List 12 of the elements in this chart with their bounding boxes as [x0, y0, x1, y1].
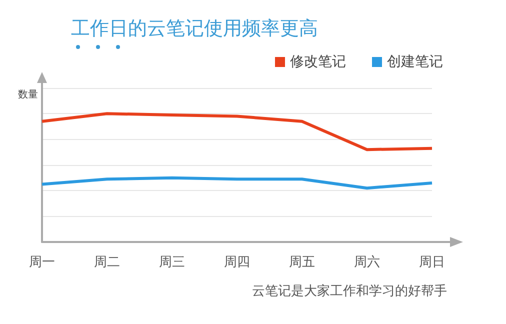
x-tick-label: 周日: [419, 255, 445, 270]
legend-label: 修改笔记: [290, 54, 346, 70]
x-tick-label: 周五: [289, 255, 315, 270]
legend-label: 创建笔记: [387, 54, 443, 70]
x-tick-label: 周六: [354, 255, 380, 270]
y-axis-title: 数量: [18, 90, 38, 100]
x-tick-label: 周三: [159, 255, 185, 270]
text: 云笔记是大家工作和学习的好帮手: [252, 283, 447, 299]
chart-title: 工作日的云笔记使用频率更高: [71, 18, 318, 40]
x-tick-label: 周一: [29, 255, 55, 270]
x-tick-label: 周四: [224, 255, 250, 270]
x-tick-label: 周二: [94, 255, 120, 270]
